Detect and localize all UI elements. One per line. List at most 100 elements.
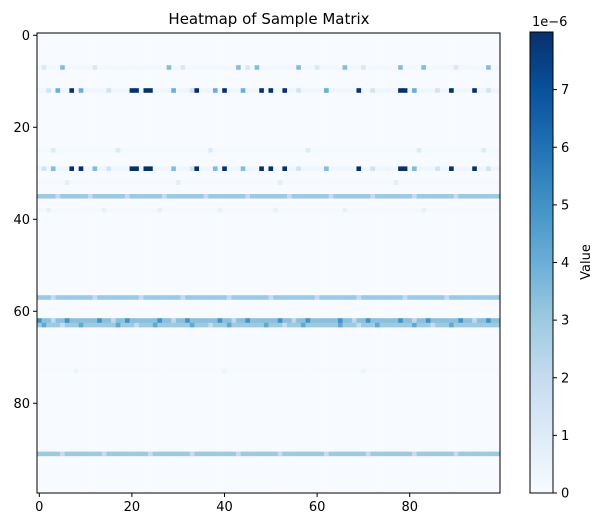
heatmap-cell xyxy=(185,152,191,158)
heatmap-cell xyxy=(46,240,52,245)
heatmap-cell xyxy=(472,33,478,38)
heatmap-cell xyxy=(55,56,61,61)
heatmap-cell xyxy=(203,166,209,172)
heatmap-cell xyxy=(333,83,339,89)
heatmap-cell xyxy=(226,56,232,61)
heatmap-cell xyxy=(337,42,343,48)
heatmap-cell xyxy=(435,171,441,176)
heatmap-cell xyxy=(240,134,246,140)
heatmap-cell xyxy=(402,46,408,52)
heatmap-cell xyxy=(462,235,468,241)
heatmap-cell xyxy=(402,120,408,126)
heatmap-cell xyxy=(78,51,84,57)
heatmap-cell xyxy=(462,46,468,52)
heatmap-cell xyxy=(425,74,431,80)
heatmap-cell xyxy=(180,143,186,149)
heatmap-cell xyxy=(268,230,274,236)
heatmap-cell xyxy=(314,42,320,48)
heatmap-cell xyxy=(379,244,385,250)
heatmap-cell xyxy=(124,194,130,199)
heatmap-cell xyxy=(444,258,450,264)
heatmap-cell xyxy=(421,92,427,98)
heatmap-cell xyxy=(46,138,52,144)
heatmap-cell xyxy=(481,79,487,84)
heatmap-cell xyxy=(476,88,482,94)
heatmap-cell xyxy=(60,102,66,107)
heatmap-cell xyxy=(273,180,279,186)
heatmap-cell xyxy=(259,138,265,144)
heatmap-cell xyxy=(374,249,380,255)
heatmap-cell xyxy=(374,106,380,112)
heatmap-cell xyxy=(291,138,297,144)
heatmap-cell xyxy=(439,226,445,232)
heatmap-cell xyxy=(430,42,436,48)
heatmap-cell xyxy=(41,221,47,227)
heatmap-cell xyxy=(462,240,468,245)
heatmap-cell xyxy=(138,60,144,66)
heatmap-cell xyxy=(384,161,390,167)
heatmap-cell xyxy=(416,221,422,227)
heatmap-cell xyxy=(83,65,89,71)
heatmap-cell xyxy=(337,148,343,153)
heatmap-cell xyxy=(462,56,468,61)
heatmap-cell xyxy=(351,184,357,190)
heatmap-cell xyxy=(268,69,274,75)
heatmap-cell xyxy=(64,46,70,52)
heatmap-cell xyxy=(356,125,362,130)
heatmap-cell xyxy=(83,249,89,255)
heatmap-cell xyxy=(162,180,167,186)
heatmap-cell xyxy=(476,152,482,158)
heatmap-cell xyxy=(412,189,417,195)
heatmap-cell xyxy=(55,253,61,259)
heatmap-cell xyxy=(435,258,441,264)
heatmap-cell xyxy=(495,42,501,48)
heatmap-cell xyxy=(287,152,292,158)
heatmap-cell xyxy=(310,79,316,84)
heatmap-cell xyxy=(180,33,186,38)
heatmap-cell xyxy=(476,106,482,112)
heatmap-cell xyxy=(69,106,75,112)
heatmap-cell xyxy=(412,129,417,135)
heatmap-cell xyxy=(101,235,107,241)
heatmap-cell xyxy=(263,171,269,176)
heatmap-cell xyxy=(490,212,496,218)
heatmap-cell xyxy=(374,235,380,241)
heatmap-cell xyxy=(111,134,117,140)
heatmap-cell xyxy=(305,230,311,236)
heatmap-cell xyxy=(245,203,251,209)
heatmap-cell xyxy=(92,74,98,80)
heatmap-cell xyxy=(208,134,214,140)
heatmap-cell xyxy=(458,125,464,130)
heatmap-cell xyxy=(430,249,436,255)
heatmap-cell xyxy=(287,51,292,57)
heatmap-cell xyxy=(78,134,84,140)
heatmap-cell xyxy=(407,198,413,204)
heatmap-cell xyxy=(185,138,191,144)
heatmap-cell xyxy=(157,33,163,38)
heatmap-cell xyxy=(69,148,75,153)
heatmap-cell xyxy=(143,69,149,75)
heatmap-cell xyxy=(245,129,251,135)
heatmap-cell xyxy=(46,42,52,48)
heatmap-cell xyxy=(222,79,228,84)
heatmap-cell xyxy=(333,46,339,52)
heatmap-cell xyxy=(180,106,186,112)
heatmap-cell xyxy=(78,253,84,259)
heatmap-cell xyxy=(115,102,121,107)
heatmap-cell xyxy=(199,180,204,186)
heatmap-cell xyxy=(300,240,306,245)
heatmap-cell xyxy=(263,226,269,232)
heatmap-cell xyxy=(97,74,103,80)
heatmap-cell xyxy=(319,244,325,250)
heatmap-cell xyxy=(171,157,177,163)
heatmap-cell xyxy=(152,152,158,158)
heatmap-cell xyxy=(388,102,394,107)
heatmap-cell xyxy=(171,175,177,181)
heatmap-cell xyxy=(453,92,459,98)
heatmap-cell xyxy=(361,180,367,186)
heatmap-cell xyxy=(328,212,334,218)
heatmap-cell xyxy=(217,79,223,84)
heatmap-cell xyxy=(319,106,325,112)
heatmap-cell xyxy=(208,171,214,176)
heatmap-cell xyxy=(458,157,464,163)
